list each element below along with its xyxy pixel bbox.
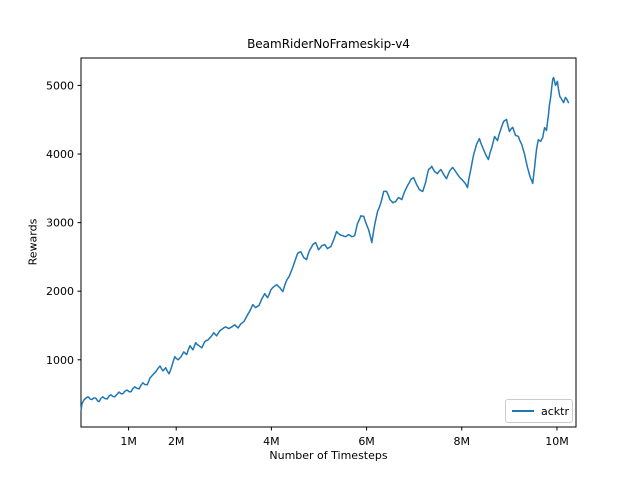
- x-tick-label: 4M: [263, 435, 280, 448]
- chart-title: BeamRiderNoFrameskip-v4: [247, 37, 410, 51]
- y-tick-label: 3000: [46, 217, 74, 230]
- legend-line-sample-icon: [512, 410, 534, 412]
- x-tick-label: 2M: [168, 435, 185, 448]
- x-tick-label: 8M: [454, 435, 471, 448]
- x-tick-label: 6M: [358, 435, 375, 448]
- legend: acktr: [505, 399, 573, 423]
- y-tick-label: 5000: [46, 79, 74, 92]
- legend-label: acktr: [541, 404, 569, 418]
- series-line-acktr: [80, 76, 570, 412]
- x-tick-label: 10M: [545, 435, 569, 448]
- y-tick-label: 2000: [46, 285, 74, 298]
- y-axis-label: Rewards: [26, 218, 40, 266]
- y-tick-label: 4000: [46, 148, 74, 161]
- x-axis-label: Number of Timesteps: [269, 449, 388, 462]
- y-tick-label: 1000: [46, 354, 74, 367]
- plot-border: [80, 57, 577, 428]
- x-tick-label: 1M: [120, 435, 137, 448]
